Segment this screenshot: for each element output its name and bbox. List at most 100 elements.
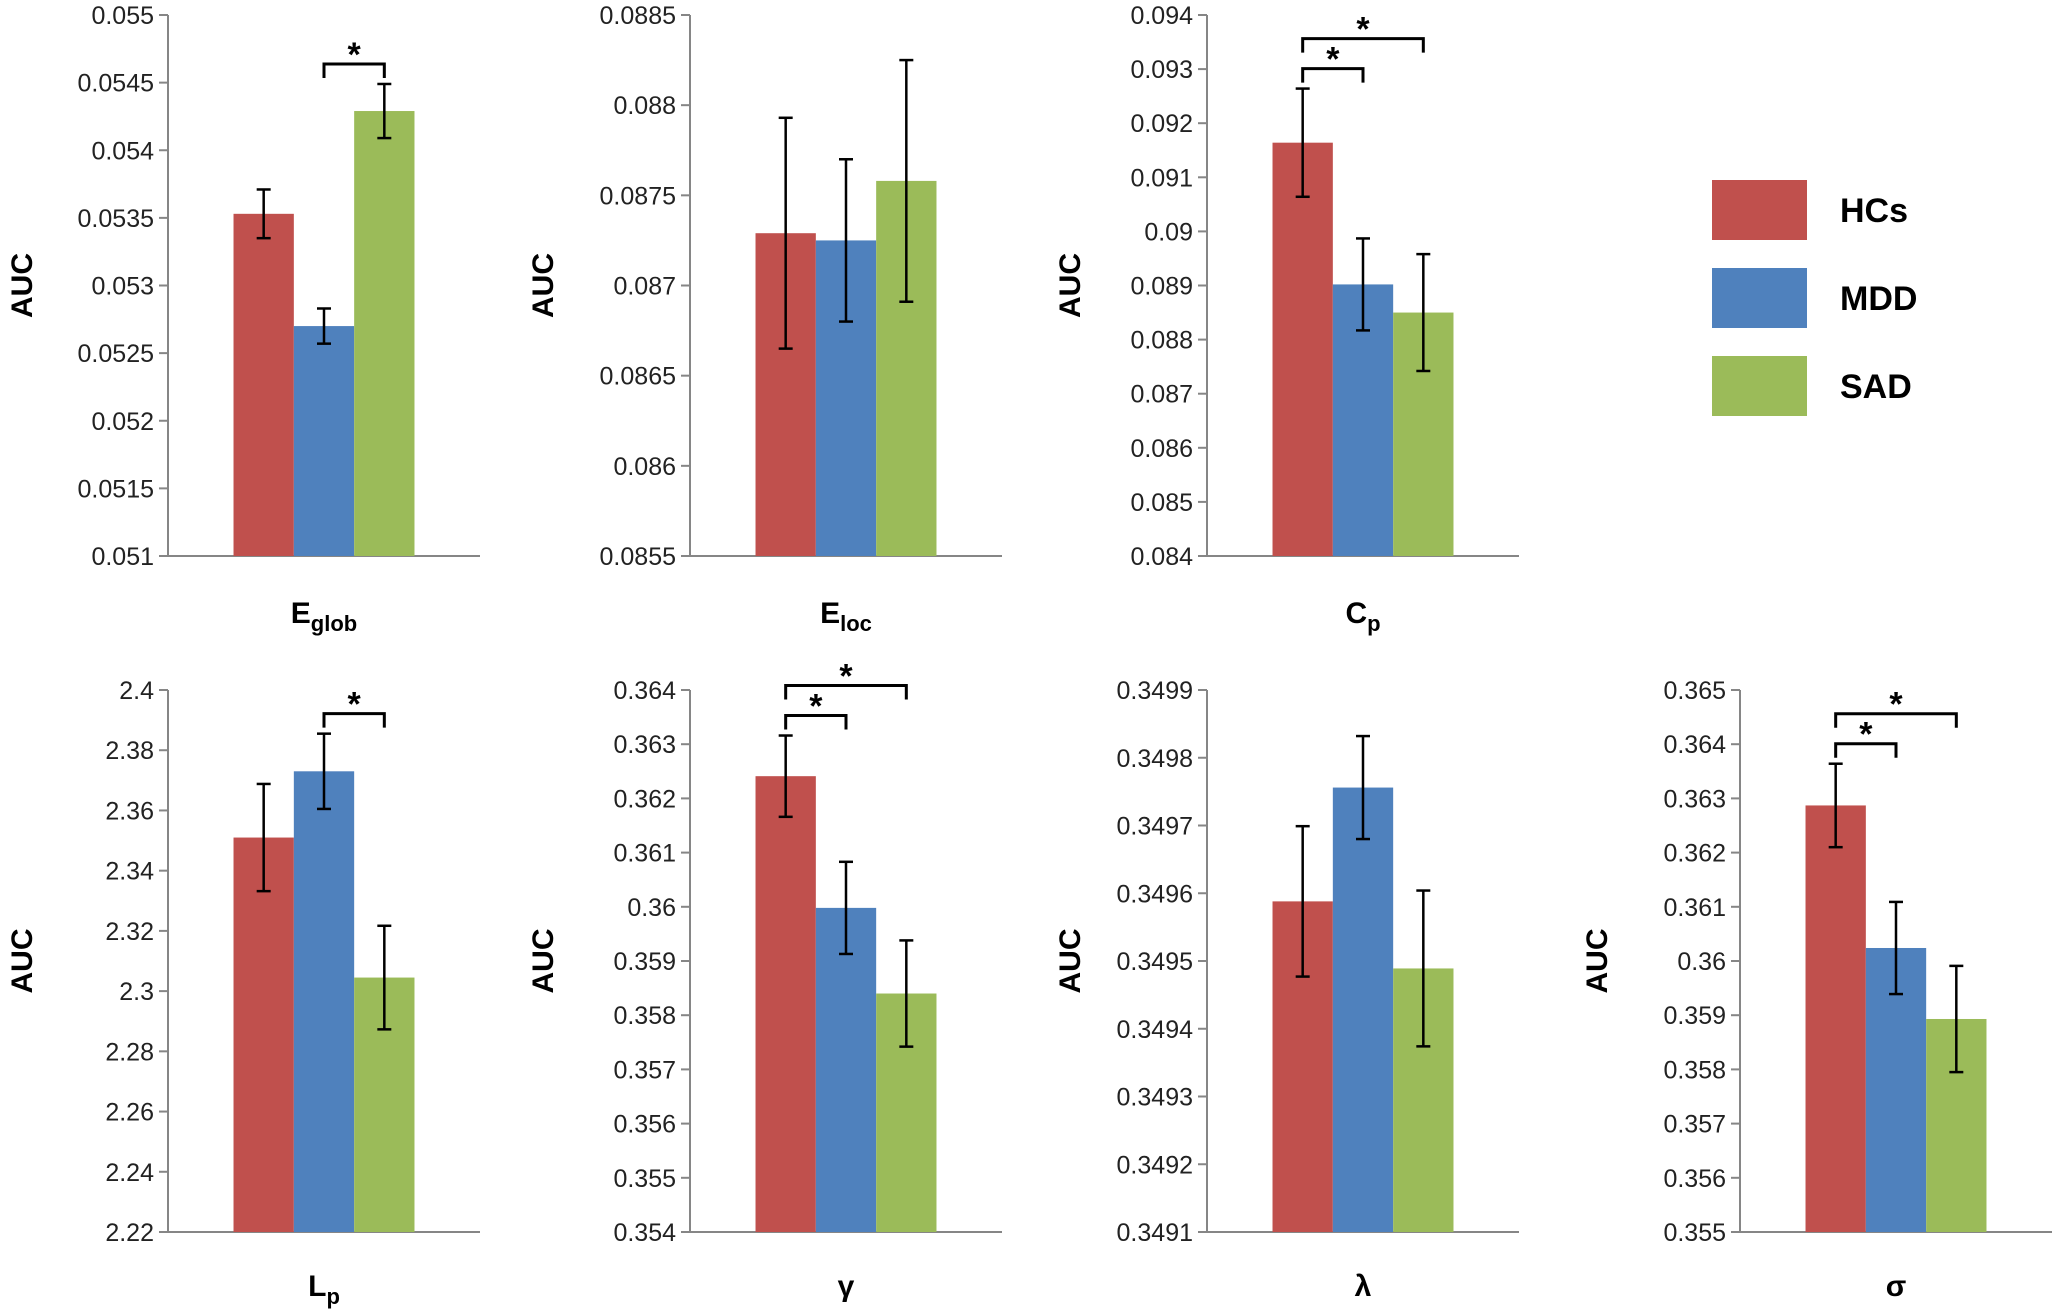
y-axis-title: AUC <box>527 253 560 318</box>
legend-label-mdd: MDD <box>1840 280 1917 318</box>
chart-panel-5: 0.354 0.355 0.356 0.357 0.358 0.359 0.36 0.361 0… <box>527 658 1002 1303</box>
y-tick-label: 0.3498 <box>1117 745 1193 773</box>
y-tick-label: 0.087 <box>613 273 676 301</box>
y-tick-label: 0.093 <box>1130 56 1193 84</box>
bar-hcs <box>755 776 816 1232</box>
bar-hcs <box>233 837 294 1232</box>
chart-panel-4: 2.22 2.24 2.26 2.28 2.3 2.32 2.34 2.36 2.38 2.4 AU… <box>6 677 480 1309</box>
bar-mdd <box>293 326 355 556</box>
y-tick-label: 0.3492 <box>1117 1151 1193 1179</box>
significance-bracket <box>1834 712 1958 728</box>
y-tick-label: 0.357 <box>613 1056 676 1084</box>
chart-panel-6: 0.3491 0.3492 0.3493 0.3494 0.3495 0.3496 0.34… <box>1054 677 1519 1303</box>
x-axis-title: Lp <box>308 1270 340 1309</box>
y-tick-label: 0.365 <box>1663 677 1726 705</box>
x-axis-title: σ <box>1886 1270 1907 1303</box>
y-tick-label: 0.354 <box>613 1219 676 1247</box>
y-tick-label: 0.088 <box>613 92 676 120</box>
y-tick-label: 0.3491 <box>1117 1219 1193 1247</box>
y-tick-label: 0.051 <box>91 543 154 571</box>
legend-label-sad: SAD <box>1840 368 1912 406</box>
y-tick-label: 0.36 <box>1677 948 1726 976</box>
y-tick-label: 0.0545 <box>78 70 154 98</box>
y-tick-label: 0.09 <box>1144 218 1193 246</box>
significance-marker: * <box>1889 686 1903 724</box>
bar-hcs <box>1272 142 1333 556</box>
y-tick-label: 0.091 <box>1130 164 1193 192</box>
y-tick-label: 0.094 <box>1130 2 1193 30</box>
y-tick-label: 0.361 <box>1663 894 1726 922</box>
y-axis-title: AUC <box>1581 929 1614 994</box>
y-tick-label: 0.356 <box>613 1111 676 1139</box>
y-tick-label: 0.359 <box>613 948 676 976</box>
y-tick-label: 0.359 <box>1663 1002 1726 1030</box>
y-tick-label: 2.4 <box>119 677 154 705</box>
y-tick-label: 0.362 <box>613 785 676 813</box>
y-tick-label: 0.355 <box>1663 1219 1726 1247</box>
chart-panel-7: 0.355 0.356 0.357 0.358 0.359 0.36 0.361 0.362 0… <box>1581 677 2052 1303</box>
y-tick-label: 0.0875 <box>600 182 676 210</box>
y-tick-label: 0.053 <box>91 273 154 301</box>
significance-marker: * <box>839 658 853 696</box>
significance-bracket <box>1301 67 1365 83</box>
chart-panel-2: 0.0855 0.086 0.0865 0.087 0.0875 0.088 0.0885 A… <box>527 2 1002 636</box>
y-tick-label: 2.28 <box>105 1038 154 1066</box>
y-tick-label: 0.086 <box>613 453 676 481</box>
y-tick-label: 0.088 <box>1130 327 1193 355</box>
significance-bracket <box>784 714 848 730</box>
y-tick-label: 0.356 <box>1663 1165 1726 1193</box>
chart-panel-1: 0.051 0.0515 0.052 0.0525 0.053 0.0535 0.054 0.… <box>6 2 480 636</box>
y-tick-label: 0.3494 <box>1117 1016 1194 1044</box>
y-tick-label: 0.085 <box>1130 489 1193 517</box>
y-tick-label: 0.092 <box>1130 110 1193 138</box>
bar-mdd <box>1865 947 1927 1232</box>
y-tick-label: 0.0525 <box>78 340 154 368</box>
bar-mdd <box>1332 787 1394 1232</box>
y-tick-label: 2.36 <box>105 797 154 825</box>
y-tick-label: 0.355 <box>613 1165 676 1193</box>
x-axis-title: Cp <box>1345 597 1380 636</box>
significance-marker: * <box>348 36 362 74</box>
y-tick-label: 0.084 <box>1130 543 1193 571</box>
legend-swatch-sad <box>1712 356 1807 416</box>
y-tick-label: 0.361 <box>613 840 676 868</box>
bar-hcs <box>1805 805 1866 1232</box>
chart-panel-3: 0.084 0.085 0.086 0.087 0.088 0.089 0.09 0.091 0… <box>1054 2 1519 636</box>
y-tick-label: 0.358 <box>613 1002 676 1030</box>
y-tick-label: 2.24 <box>105 1159 154 1187</box>
y-tick-label: 2.3 <box>119 978 154 1006</box>
x-axis-title: γ <box>838 1270 855 1303</box>
y-tick-label: 0.0515 <box>78 475 154 503</box>
significance-bracket <box>1834 742 1898 758</box>
y-tick-label: 0.364 <box>613 677 676 705</box>
y-tick-label: 0.052 <box>91 408 154 436</box>
significance-bracket <box>322 62 386 78</box>
y-axis-title: AUC <box>527 929 560 994</box>
y-tick-label: 0.36 <box>627 894 676 922</box>
y-tick-label: 0.0885 <box>600 2 676 30</box>
y-tick-label: 0.364 <box>1663 731 1726 759</box>
y-tick-label: 0.054 <box>91 137 154 165</box>
y-tick-label: 0.3496 <box>1117 880 1193 908</box>
y-axis-title: AUC <box>1054 253 1087 318</box>
bar-sad <box>354 111 415 556</box>
legend-swatch-hcs <box>1712 180 1807 240</box>
y-tick-label: 0.363 <box>613 731 676 759</box>
y-tick-label: 0.0535 <box>78 205 154 233</box>
significance-bracket <box>322 712 386 728</box>
y-tick-label: 0.3499 <box>1117 677 1193 705</box>
x-axis-title: λ <box>1355 1270 1372 1303</box>
y-tick-label: 0.358 <box>1663 1056 1726 1084</box>
y-axis-title: AUC <box>6 253 39 318</box>
significance-marker: * <box>1356 11 1370 49</box>
significance-bracket <box>1301 37 1425 53</box>
y-tick-label: 2.32 <box>105 918 154 946</box>
bar-mdd <box>815 907 877 1232</box>
significance-bracket <box>784 684 908 700</box>
legend: HCs MDD SAD <box>1712 180 1917 416</box>
bar-mdd <box>293 771 355 1232</box>
y-tick-label: 0.363 <box>1663 785 1726 813</box>
y-tick-label: 2.38 <box>105 737 154 765</box>
y-tick-label: 0.0855 <box>600 543 676 571</box>
